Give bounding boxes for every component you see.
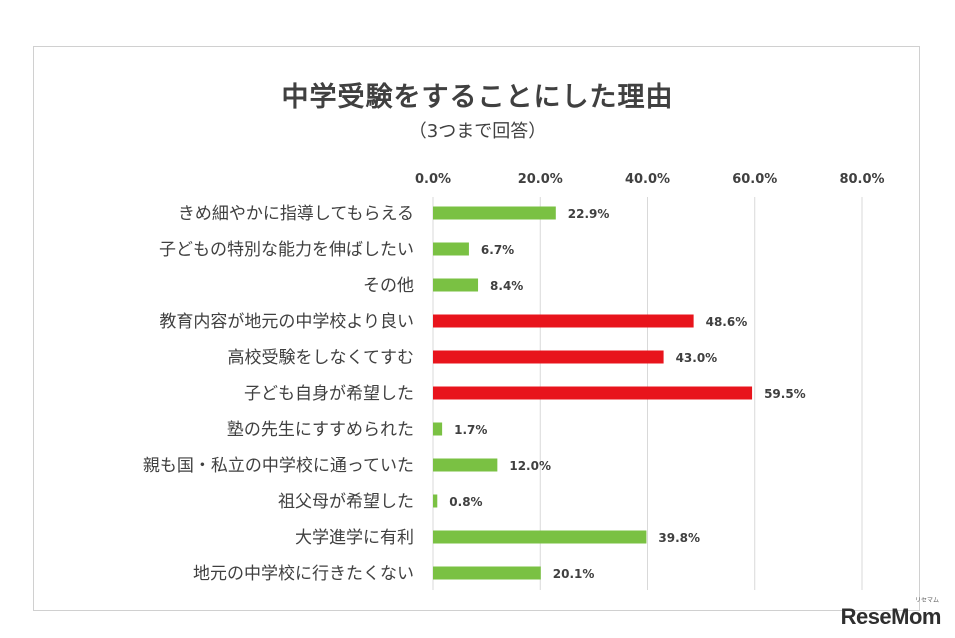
- watermark-small: リセマム: [914, 597, 939, 604]
- data-label: 22.9%: [568, 207, 610, 221]
- category-label: 大学進学に有利: [295, 528, 414, 548]
- data-label: 6.7%: [481, 243, 514, 257]
- category-label: きめ細やかに指導してもらえる: [178, 204, 414, 224]
- bar: [433, 494, 438, 508]
- category-label: 親も国・私立の中学校に通っていた: [143, 456, 414, 476]
- bar: [433, 566, 541, 580]
- data-label: 0.8%: [449, 495, 482, 509]
- category-label: 塾の先生にすすめられた: [227, 419, 414, 440]
- bar: [433, 242, 469, 256]
- data-label: 48.6%: [706, 315, 748, 329]
- tick-label: 0.0%: [415, 172, 451, 187]
- tick-label: 40.0%: [625, 172, 670, 187]
- chart-frame: [33, 46, 920, 611]
- bar: [433, 530, 647, 544]
- data-label: 12.0%: [509, 459, 551, 473]
- category-label: 祖父母が希望した: [278, 492, 414, 512]
- category-label: 子ども自身が希望した: [244, 384, 414, 404]
- data-label: 8.4%: [490, 279, 523, 293]
- tick-label: 80.0%: [839, 172, 884, 187]
- category-label: その他: [363, 276, 414, 296]
- chart-title: 中学受験をすることにした理由: [281, 82, 674, 113]
- category-label: 地元の中学校に行きたくない: [193, 564, 414, 584]
- tick-label: 60.0%: [732, 172, 777, 187]
- bar: [433, 422, 443, 436]
- category-label: 教育内容が地元の中学校より良い: [159, 312, 414, 332]
- category-label: 高校受験をしなくてすむ: [228, 348, 415, 368]
- bar: [433, 314, 694, 328]
- bar: [433, 350, 664, 364]
- category-label: 子どもの特別な能力を伸ばしたい: [159, 240, 414, 260]
- bar: [433, 206, 556, 220]
- resemom-logo: ReseMom: [840, 604, 942, 629]
- bar: [433, 278, 479, 292]
- bar: [433, 386, 753, 400]
- bar: [433, 458, 498, 472]
- data-label: 1.7%: [454, 423, 487, 437]
- chart-subtitle: （3つまで回答）: [408, 121, 547, 142]
- data-label: 39.8%: [658, 531, 700, 545]
- tick-label: 20.0%: [518, 172, 563, 187]
- data-label: 59.5%: [764, 387, 806, 401]
- data-label: 43.0%: [676, 351, 718, 365]
- data-label: 20.1%: [553, 567, 595, 581]
